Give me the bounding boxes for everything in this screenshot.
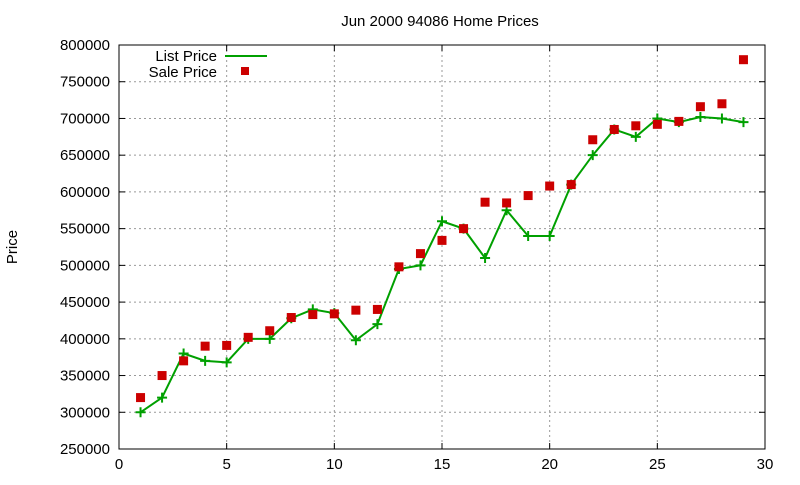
y-tick-label: 250000 <box>60 441 110 458</box>
list-price-point <box>587 150 598 161</box>
x-tick-label: 30 <box>757 456 774 473</box>
list-price-point <box>437 216 447 227</box>
list-price-point <box>544 230 555 241</box>
y-tick-label: 350000 <box>60 368 110 385</box>
x-tick-label: 10 <box>326 456 343 473</box>
sale-price-point <box>136 393 146 403</box>
sale-price-point <box>308 310 318 320</box>
legend-swatch-sale-price <box>241 67 249 75</box>
list-price-point <box>221 357 232 368</box>
sale-price-point <box>265 326 275 336</box>
y-tick-label: 650000 <box>60 147 110 164</box>
list-price-point <box>350 335 361 346</box>
sale-price-point <box>394 262 404 272</box>
x-tick-label: 5 <box>222 456 230 473</box>
legend: List Price Sale Price <box>149 48 267 81</box>
sale-price-point <box>459 224 469 234</box>
sale-price-point <box>222 340 232 350</box>
y-tick-label: 600000 <box>60 184 110 201</box>
list-price-point <box>738 117 749 128</box>
legend-label-list-price: List Price <box>155 48 217 65</box>
list-price-point <box>716 113 727 124</box>
sale-price-point <box>286 313 296 323</box>
sale-price-point <box>523 191 533 201</box>
sale-price-point <box>631 121 641 131</box>
sale-price-point <box>738 55 748 65</box>
x-tick-label: 0 <box>115 456 123 473</box>
sale-price-point <box>243 332 253 342</box>
sale-price-point <box>695 102 705 112</box>
sale-price-point <box>609 124 619 134</box>
y-tick-label: 300000 <box>60 404 110 421</box>
list-price-point <box>200 355 211 366</box>
sale-price-point <box>480 197 490 207</box>
x-tick-label: 20 <box>541 456 558 473</box>
y-tick-label: 400000 <box>60 331 110 348</box>
sale-price-point <box>329 309 339 319</box>
y-tick-label: 700000 <box>60 110 110 127</box>
x-tick-label: 25 <box>649 456 666 473</box>
sale-price-point <box>674 116 684 126</box>
y-tick-label: 450000 <box>60 294 110 311</box>
list-price-point <box>135 407 146 418</box>
sale-price-point <box>179 356 189 366</box>
x-tick-label: 15 <box>434 456 451 473</box>
y-tick-label: 800000 <box>60 37 110 54</box>
list-price-point <box>695 111 706 122</box>
list-price-point <box>264 333 275 344</box>
y-axis-label: Price <box>4 230 21 264</box>
list-price-point <box>415 260 426 271</box>
sale-price-point <box>652 119 662 129</box>
list-price-point <box>523 230 534 241</box>
legend-label-sale-price: Sale Price <box>149 64 217 81</box>
plot-frame <box>118 44 766 450</box>
y-tick-label: 550000 <box>60 221 110 238</box>
list-price-point <box>372 319 383 330</box>
sale-price-point <box>372 304 382 314</box>
sale-price-point <box>566 180 576 190</box>
sale-price-point <box>717 99 727 109</box>
list-price-point <box>630 131 641 142</box>
sale-price-point <box>502 198 512 208</box>
chart-title: Jun 2000 94086 Home Prices <box>341 13 539 30</box>
sale-price-point <box>545 181 555 191</box>
y-tick-label: 750000 <box>60 74 110 91</box>
sale-price-point <box>351 305 361 315</box>
list-price-point <box>480 253 491 264</box>
y-tick-label: 500000 <box>60 257 110 274</box>
sale-price-point <box>437 235 447 245</box>
sale-price-point <box>200 341 210 351</box>
sale-price-point <box>588 135 598 145</box>
sale-price-point <box>157 371 167 381</box>
sale-price-point <box>415 249 425 259</box>
list-price-point <box>157 392 168 403</box>
